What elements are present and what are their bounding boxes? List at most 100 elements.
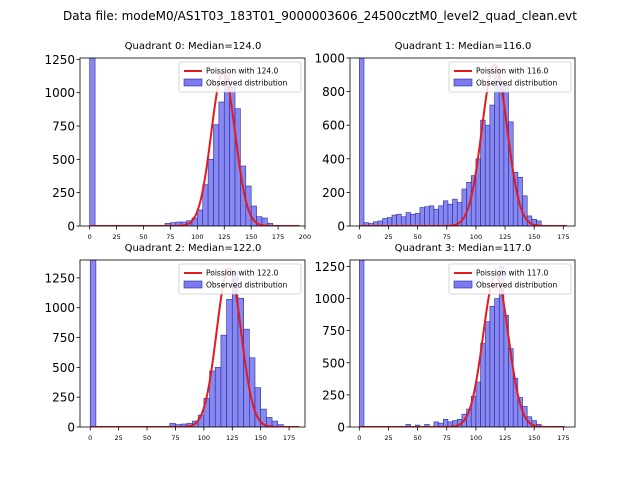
legend-label-observed: Observed distribution (476, 79, 557, 88)
histogram-bar (387, 217, 393, 226)
histogram-bar (484, 124, 491, 226)
x-tick-label: 100 (470, 434, 482, 442)
histogram-bar (207, 159, 214, 226)
y-tick-label: 750 (322, 324, 345, 338)
panel-quadrant-3: Quadrant 3: Median=117.0 025050075010001… (314, 243, 576, 442)
histogram-bar (447, 203, 453, 226)
x-tick-label: 25 (384, 233, 392, 241)
x-tick-label: 100 (191, 233, 203, 241)
y-tick-label: 750 (52, 120, 75, 134)
axes-frame-1 (349, 57, 576, 227)
x-tick-label: 0 (357, 233, 361, 241)
legend-0: Poission with 124.0 Observed distribution (178, 61, 302, 93)
histogram-bar (213, 124, 220, 226)
histogram-bar (489, 305, 495, 427)
legend-swatch-observed (183, 280, 203, 289)
histogram-bar (226, 299, 233, 427)
y-tick-label: 1000 (44, 301, 75, 315)
x-tick-label: 25 (384, 434, 392, 442)
legend-label-poisson: Poission with 116.0 (476, 67, 549, 76)
legend-2: Poission with 122.0 Observed distribution (178, 263, 302, 295)
histogram-bar (359, 58, 365, 226)
axes-frame-0 (79, 57, 306, 227)
y-tick-label: 0 (337, 220, 345, 234)
histogram-bar (536, 220, 542, 226)
y-tick-label: 1250 (314, 260, 345, 274)
y-tick-label: 1000 (314, 292, 345, 306)
x-tick-label: 75 (443, 434, 451, 442)
legend-box (448, 61, 572, 93)
histogram-bar (391, 214, 397, 226)
histogram-bar (428, 205, 435, 226)
figure-title: Data file: modeM0/AS1T03_183T01_90000036… (63, 9, 577, 23)
x-tick-label: 0 (88, 233, 92, 241)
axes-frame-2 (79, 259, 306, 428)
y-tick-label: 200 (322, 186, 345, 200)
histogram-bar (484, 321, 491, 427)
legend-label-poisson: Poission with 124.0 (206, 67, 279, 76)
legend-label-observed: Observed distribution (476, 281, 557, 290)
histogram-bar (89, 260, 97, 427)
histogram-bar (414, 213, 421, 226)
histogram-bar (410, 213, 416, 226)
legend-swatch-observed (453, 78, 473, 87)
x-tick-label: 150 (254, 434, 266, 442)
panel-quadrant-1: Quadrant 1: Median=116.0 0 200 400 600 800 10… (314, 41, 576, 241)
histogram-bar (214, 367, 222, 427)
panel-quadrant-2: Quadrant 2: Median=122.0 025050075010001… (44, 243, 306, 442)
histogram-bar (424, 206, 430, 226)
x-tick-label: 175 (557, 233, 569, 241)
poisson-curve (89, 71, 300, 226)
y-tick-label: 1000 (44, 86, 75, 100)
x-tick-label: 100 (470, 233, 482, 241)
panel-title-2: Quadrant 2: Median=122.0 (125, 243, 262, 254)
legend-3: Poission with 117.0 Observed distribution (448, 263, 572, 295)
legend-label-poisson: Poission with 117.0 (476, 269, 549, 278)
x-tick-label: 125 (499, 434, 511, 442)
y-tick-label: 750 (52, 331, 75, 345)
histogram-bar (442, 200, 449, 226)
y-tick-label: 500 (52, 361, 75, 375)
legend-1: Poission with 116.0 Observed distribution (448, 61, 572, 93)
histogram-bar (442, 418, 449, 427)
x-tick-label: 25 (112, 233, 120, 241)
x-tick-label: 175 (557, 434, 569, 442)
panel-title-1: Quadrant 1: Median=116.0 (395, 41, 532, 52)
legend-box (178, 263, 302, 295)
y-tick-label: 800 (322, 85, 345, 99)
x-tick-label: 50 (413, 233, 421, 241)
panel-quadrant-0: Quadrant 0: Median=124.0 025050075010001… (44, 41, 311, 241)
y-tick-label: 0 (337, 421, 345, 435)
panel-title-3: Quadrant 3: Median=117.0 (395, 243, 532, 254)
x-tick-label: 200 (299, 233, 311, 241)
histogram-bar (382, 218, 388, 226)
x-tick-label: 175 (283, 434, 295, 442)
histogram-bar (261, 217, 268, 226)
x-tick-label: 50 (413, 434, 421, 442)
histogram-bar (475, 381, 481, 427)
x-tick-label: 150 (245, 233, 257, 241)
histogram-bar (89, 58, 96, 226)
y-tick-label: 1250 (44, 271, 75, 285)
histogram-bar (438, 205, 444, 226)
x-tick-label: 50 (139, 233, 147, 241)
histogram-bar (223, 75, 230, 226)
x-tick-label: 75 (443, 233, 451, 241)
histogram-bar (197, 209, 204, 226)
axes-frame-3 (349, 259, 576, 428)
x-tick-label: 175 (272, 233, 284, 241)
poisson-curve (359, 274, 565, 427)
legend-swatch-observed (453, 280, 473, 289)
y-tick-label: 500 (52, 153, 75, 167)
x-tick-label: 75 (166, 233, 174, 241)
histogram-bar (452, 198, 458, 226)
x-tick-label: 100 (198, 434, 210, 442)
histogram-bar (433, 208, 439, 226)
y-tick-label: 250 (322, 388, 345, 402)
x-tick-label: 150 (528, 434, 540, 442)
plot-area-2 (89, 260, 300, 427)
histogram-bar (419, 207, 425, 226)
y-tick-label: 600 (322, 119, 345, 133)
x-tick-label: 0 (88, 434, 92, 442)
histogram-bar (359, 260, 365, 427)
